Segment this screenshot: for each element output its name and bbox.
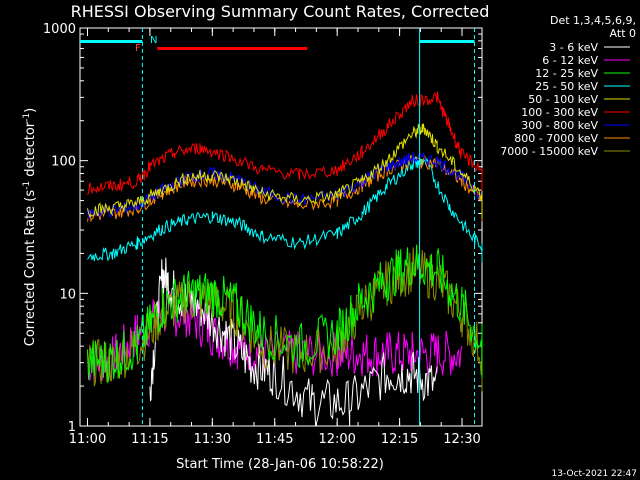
legend-label: 25 - 50 keV xyxy=(535,80,598,93)
y-ticks: 1 10 100 1000 xyxy=(43,22,482,435)
series-line-green xyxy=(87,244,483,384)
series-line-red xyxy=(87,90,483,195)
legend-label: 7000 - 15000 keV xyxy=(500,145,598,158)
y-axis-label-exp1: -1 xyxy=(22,181,32,190)
chart-title: RHESSI Observing Summary Count Rates, Co… xyxy=(71,2,490,21)
x-tick-label: 11:15 xyxy=(131,432,168,447)
legend-label: 300 - 800 keV xyxy=(521,119,598,132)
y-tick-label: 1000 xyxy=(43,22,76,37)
y-tick-label: 100 xyxy=(51,155,76,170)
series-line-yellow xyxy=(87,123,483,219)
series-line-olive xyxy=(87,247,483,392)
legend-label: 50 - 100 keV xyxy=(528,93,598,106)
series-line-cyan xyxy=(87,155,483,263)
y-axis-label: Corrected Count Rate (s-1 detector-1) xyxy=(22,108,38,346)
axes-frame xyxy=(79,27,483,427)
y-tick-label: 10 xyxy=(59,287,76,302)
legend-header-2: Att 0 xyxy=(610,27,636,40)
legend-label: 100 - 300 keV xyxy=(521,106,598,119)
y-axis-label-main: Corrected Count Rate (s xyxy=(23,190,38,347)
y-axis-label-end: ) xyxy=(23,108,38,113)
flag-bar-night-2 xyxy=(419,40,475,43)
x-tick-label: 12:15 xyxy=(381,432,418,447)
x-tick-label: 12:30 xyxy=(443,432,480,447)
x-axis-label: Start Time (28-Jan-06 10:58:22) xyxy=(176,457,384,472)
flag-bar-night-1 xyxy=(80,40,143,43)
y-axis-label-mid: detector xyxy=(23,121,38,181)
legend-header-1: Det 1,3,4,5,6,9, xyxy=(550,14,636,27)
x-tick-label: 11:30 xyxy=(194,432,231,447)
y-tick-label: 1 xyxy=(68,420,76,435)
x-ticks: 11:00 11:15 11:30 11:45 12:00 12:15 12:30 xyxy=(69,28,481,447)
legend-label: 3 - 6 keV xyxy=(549,41,598,54)
legend-label: 6 - 12 keV xyxy=(542,54,598,67)
flag-n-label: N xyxy=(150,35,157,46)
legend-label: 12 - 25 keV xyxy=(535,67,598,80)
flag-f-label: F xyxy=(135,43,141,54)
x-tick-label: 11:45 xyxy=(256,432,293,447)
series-lines xyxy=(87,90,483,427)
flag-bar-flare xyxy=(157,47,308,50)
series-line-orange xyxy=(87,154,483,223)
x-tick-label: 12:00 xyxy=(318,432,355,447)
x-tick-label: 11:00 xyxy=(69,432,106,447)
timestamp: 13-Oct-2021 22:47 xyxy=(552,469,637,479)
legend-label: 800 - 7000 keV xyxy=(514,132,598,145)
plot-area xyxy=(79,27,483,427)
y-axis-label-exp2: -1 xyxy=(22,113,32,122)
